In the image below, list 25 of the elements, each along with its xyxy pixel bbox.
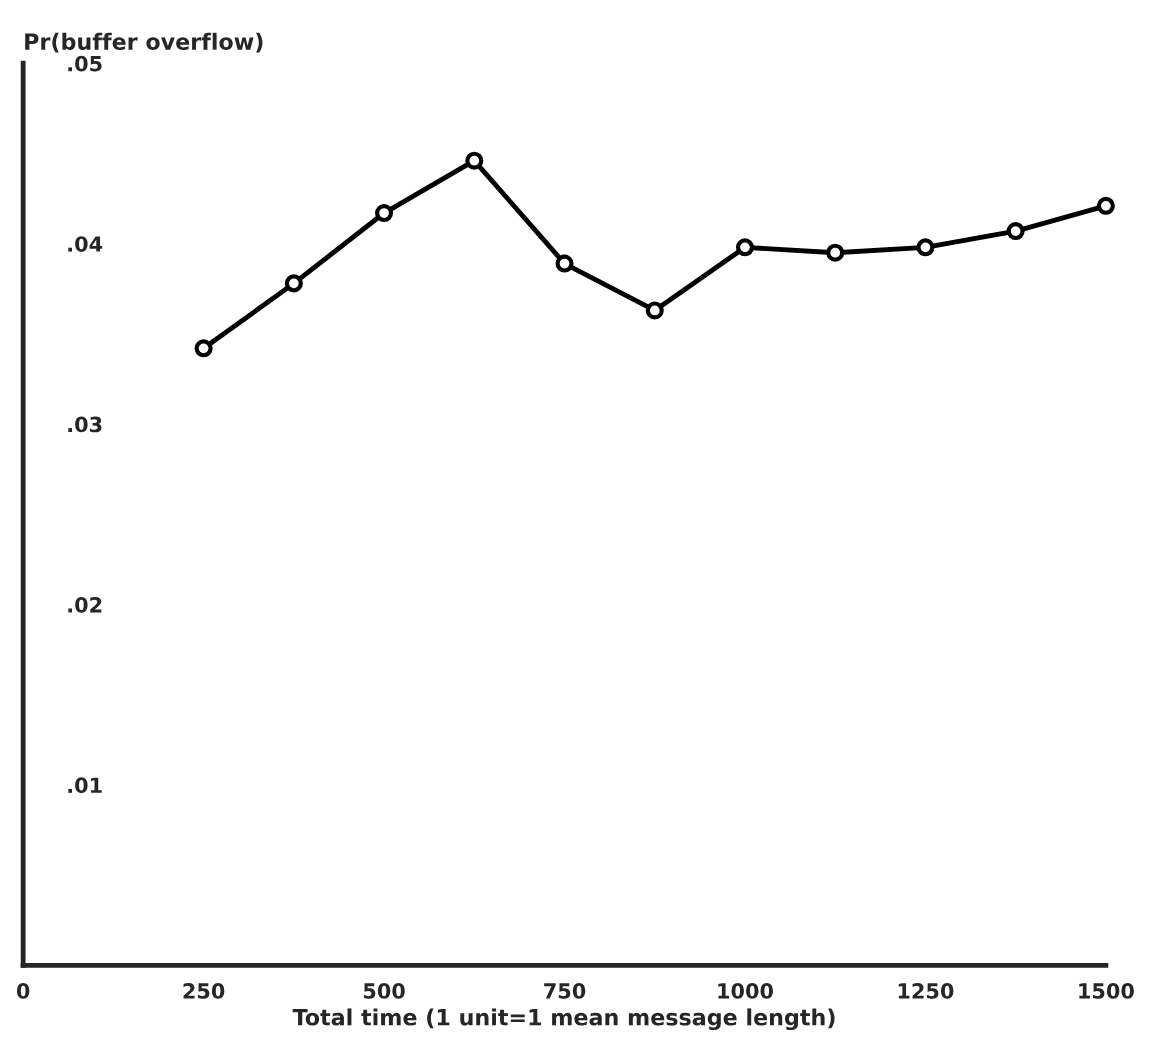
point [916, 238, 935, 257]
x-tick-label: 750 [544, 983, 586, 999]
point [1096, 196, 1115, 215]
y-tick-label: .01 [68, 777, 102, 794]
point [1006, 222, 1025, 241]
x-tick-label: 1250 [898, 983, 954, 999]
point [375, 204, 394, 223]
x-tick-label: 500 [363, 983, 405, 999]
point [826, 243, 845, 262]
point [194, 339, 213, 358]
y-tick-label: .02 [68, 596, 102, 613]
y-tick-label: .04 [68, 236, 103, 252]
y-tick-label: .03 [68, 416, 102, 433]
x-tick-label: 1000 [718, 983, 773, 999]
point [645, 301, 664, 320]
point [735, 238, 755, 257]
x-tick-label: 0 [16, 983, 30, 999]
x-tick-label: 1500 [1079, 983, 1134, 999]
point [284, 274, 303, 293]
y-tick-label: .05 [68, 55, 102, 72]
x-axis-title: Total time (1 unit=1 mean message length) [292, 1008, 835, 1031]
point [555, 254, 574, 273]
y-axis-title: Pr(buffer overflow) [25, 32, 263, 53]
x-tick-label: 250 [183, 983, 225, 999]
point [465, 151, 484, 170]
